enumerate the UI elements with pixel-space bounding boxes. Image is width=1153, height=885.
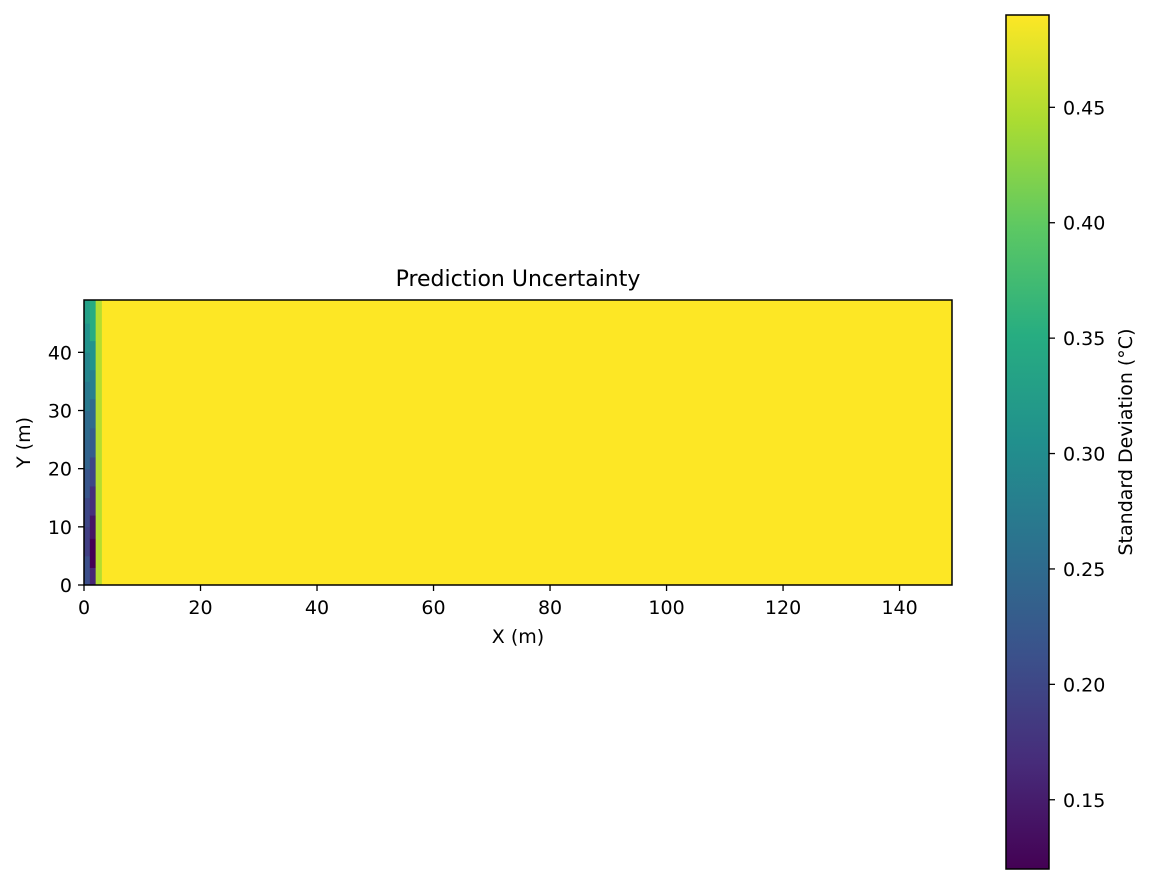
x-tick-label: 140 xyxy=(881,597,917,619)
plot-frame xyxy=(83,299,953,586)
heatmap-cell xyxy=(84,381,91,411)
heatmap-cell xyxy=(84,497,91,528)
x-axis: 0 20 40 60 80 100 120 140 xyxy=(78,585,918,619)
x-tick-label: 0 xyxy=(78,597,90,619)
heatmap-cell xyxy=(89,567,97,586)
y-tick-label: 10 xyxy=(48,517,72,539)
chart-title: Prediction Uncertainty xyxy=(396,267,641,292)
heatmap-cell xyxy=(84,439,91,470)
x-tick-label: 100 xyxy=(648,597,684,619)
heatmap-background-cells xyxy=(84,300,952,585)
heatmap-cell xyxy=(89,398,97,429)
y-axis-label: Y (m) xyxy=(13,417,35,469)
heatmap-cell xyxy=(89,369,97,400)
heatmap-cell xyxy=(89,486,97,516)
colorbar-label: Standard Deviation (°C) xyxy=(1115,329,1137,556)
heatmap-cell xyxy=(89,300,97,342)
colorbar-tick-label: 0.40 xyxy=(1063,213,1105,235)
colorbar-gradient xyxy=(1006,15,1049,869)
heatmap-cell xyxy=(84,555,91,586)
heatmap-cell xyxy=(89,340,97,371)
x-tick-label: 120 xyxy=(765,597,801,619)
heatmap-cell xyxy=(84,352,91,382)
colorbar-tick-label: 0.45 xyxy=(1063,97,1105,119)
x-tick-label: 40 xyxy=(305,597,329,619)
colorbar-tick-label: 0.20 xyxy=(1063,674,1105,696)
heatmap-cell xyxy=(84,300,91,324)
y-tick-label: 40 xyxy=(48,342,72,364)
heatmap-cell xyxy=(89,538,97,568)
colorbar-axis: 0.15 0.20 0.25 0.30 0.35 0.40 0.45 xyxy=(1049,97,1105,812)
colorbar-tick-label: 0.30 xyxy=(1063,444,1105,466)
heatmap-cell xyxy=(95,300,102,586)
x-axis-label: X (m) xyxy=(492,626,544,648)
colorbar-frame xyxy=(1005,14,1050,870)
heatmap-cell xyxy=(84,323,91,353)
colorbar-tick-label: 0.15 xyxy=(1063,790,1105,812)
heatmap-cell xyxy=(89,515,97,539)
heatmap-cell xyxy=(89,427,97,458)
colorbar-tick-label: 0.35 xyxy=(1063,328,1105,350)
heatmap-cell xyxy=(84,410,91,440)
heatmap-cells xyxy=(84,300,952,586)
heatmap-cell xyxy=(84,526,91,557)
heatmap-cell xyxy=(89,457,97,487)
colorbar-tick-label: 0.25 xyxy=(1063,559,1105,581)
y-tick-label: 30 xyxy=(48,401,72,423)
x-tick-label: 80 xyxy=(538,597,562,619)
x-tick-label: 20 xyxy=(188,597,212,619)
y-tick-label: 0 xyxy=(60,575,72,597)
heatmap-cell xyxy=(84,468,91,499)
y-tick-label: 20 xyxy=(48,459,72,481)
x-tick-label: 60 xyxy=(421,597,445,619)
y-axis: 0 10 20 30 40 xyxy=(48,342,84,597)
